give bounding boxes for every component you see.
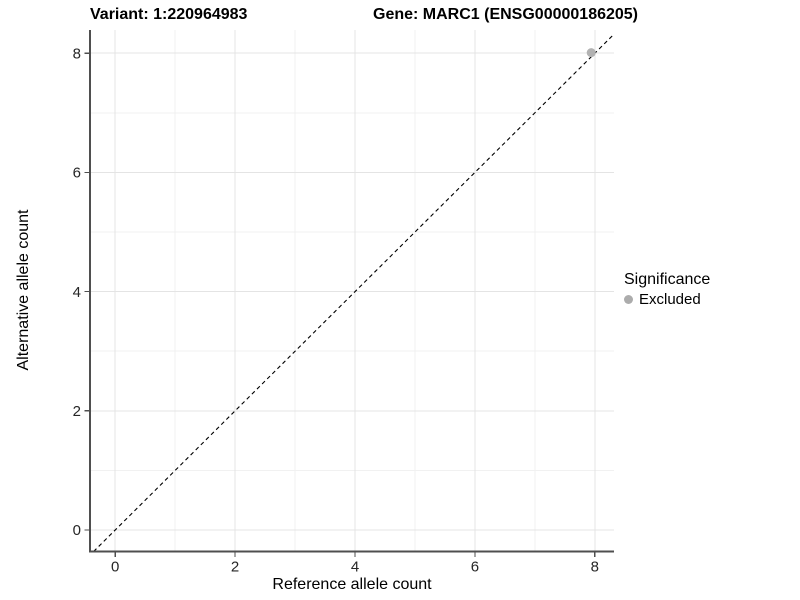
- y-tick-label-8: 8: [73, 45, 81, 62]
- gene-title: Gene: MARC1 (ENSG00000186205): [373, 6, 639, 23]
- x-axis-title: Reference allele count: [272, 576, 432, 593]
- y-tick-label-2: 2: [73, 403, 81, 420]
- x-tick-label-2: 2: [231, 559, 239, 576]
- variant-title: Variant: 1:220964983: [90, 6, 248, 23]
- legend-key-dot: [624, 295, 633, 304]
- legend-item-label: Excluded: [639, 291, 701, 308]
- y-tick-label-0: 0: [73, 522, 81, 539]
- x-tick-label-8: 8: [591, 559, 599, 576]
- x-tick-label-4: 4: [351, 559, 359, 576]
- x-tick-label-0: 0: [111, 559, 119, 576]
- legend-title: Significance: [624, 271, 711, 288]
- identity-reference-line: [93, 33, 615, 552]
- x-tick-label-6: 6: [471, 559, 479, 576]
- y-axis-title: Alternative allele count: [15, 209, 32, 371]
- legend-item-excluded: Excluded: [624, 291, 710, 308]
- scatter-point-excluded: [586, 48, 596, 58]
- legend: Significance Excluded: [624, 270, 710, 308]
- y-tick-label-4: 4: [73, 284, 81, 301]
- y-tick-label-6: 6: [73, 165, 81, 182]
